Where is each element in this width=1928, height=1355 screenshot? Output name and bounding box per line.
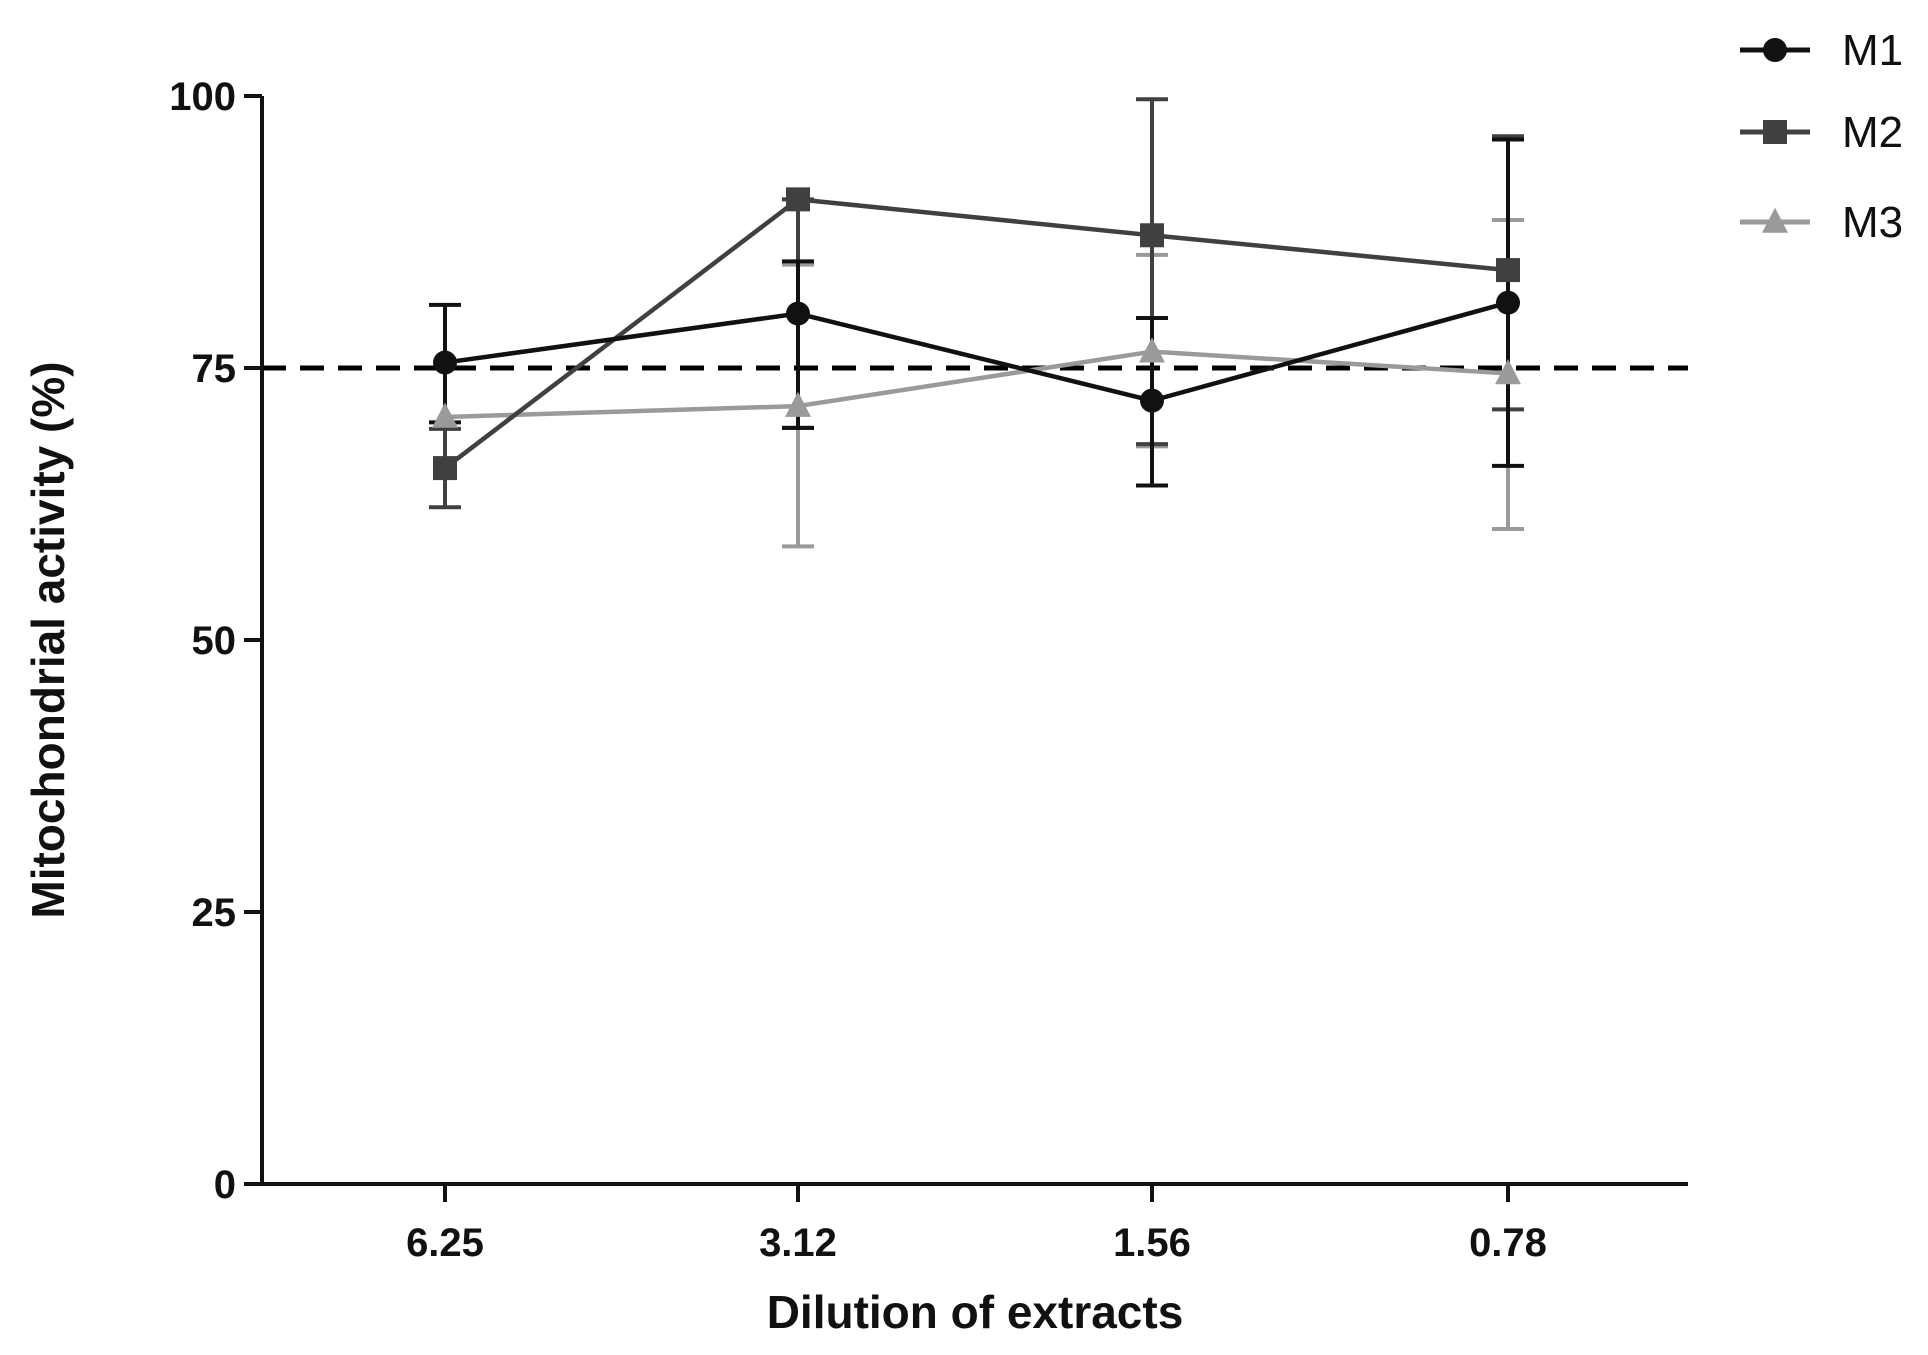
- legend-m3-label: M3: [1842, 198, 1903, 247]
- y-tick-label: 0: [214, 1163, 236, 1207]
- m1-data-point: [1140, 388, 1164, 413]
- y-tick-label: 25: [192, 891, 237, 935]
- legend-m1-marker: [1763, 38, 1787, 62]
- m2-data-point: [1140, 223, 1164, 248]
- legend-m2-label: M2: [1842, 108, 1903, 157]
- legend-m1-label: M1: [1842, 26, 1903, 75]
- m3-data-point: [1495, 359, 1521, 385]
- x-tick-label: 0.78: [1469, 1221, 1547, 1265]
- x-tick-label: 6.25: [406, 1221, 484, 1265]
- y-axis-title: Mitochondrial activity (%): [22, 361, 74, 918]
- m3-data-point: [785, 391, 811, 417]
- x-tick-label: 1.56: [1113, 1221, 1191, 1265]
- legend-m3-marker: [1762, 207, 1788, 233]
- x-axis-title: Dilution of extracts: [767, 1286, 1184, 1338]
- m2-data-point: [433, 456, 457, 481]
- y-tick-label: 50: [192, 619, 237, 663]
- m1-data-point: [786, 301, 810, 326]
- m2-series-line: [443, 197, 1509, 470]
- m1-data-point: [1496, 290, 1520, 315]
- y-tick-label: 75: [192, 347, 237, 391]
- m1-series-line: [444, 300, 1509, 403]
- x-tick-label: 3.12: [759, 1221, 837, 1265]
- m3-series-line: [444, 349, 1509, 420]
- m3-data-point: [432, 402, 458, 428]
- m2-data-point: [1496, 258, 1520, 283]
- m2-data-point: [786, 187, 810, 212]
- m1-data-point: [433, 350, 457, 375]
- legend-m2-marker: [1763, 120, 1787, 144]
- m3-data-point: [1139, 337, 1165, 363]
- y-tick-label: 100: [169, 75, 236, 119]
